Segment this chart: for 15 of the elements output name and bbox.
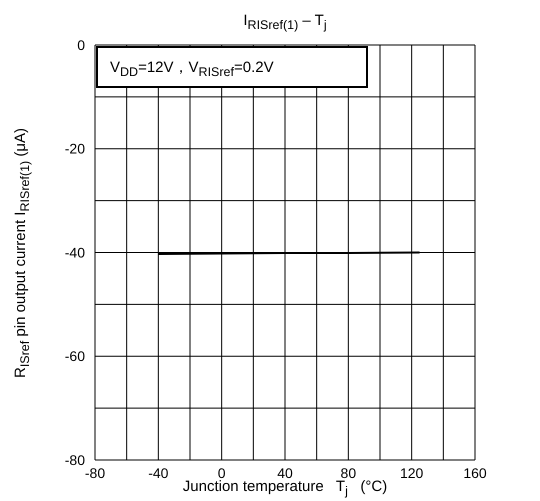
x-axis-title: Junction temperature T$_{j}$ (°C) xyxy=(182,478,388,498)
x-tick-label: 120 xyxy=(400,464,424,481)
y-tick-label: -40 xyxy=(64,244,86,260)
x-tick-label: 40 xyxy=(277,464,293,481)
x-tick-label: -80 xyxy=(84,464,106,481)
chart-title: I$_{RISref(1)}$ – T$_{j}$ xyxy=(242,12,328,32)
text-box: V$_{DD}$=12V，V$_{RISref}$=0.2V xyxy=(96,46,368,88)
x-tick-label: 160 xyxy=(463,464,487,481)
x-tick-label: 0 xyxy=(218,464,226,481)
y-tick-label: -20 xyxy=(64,140,86,157)
x-tick-label: -40 xyxy=(148,464,169,481)
x-tick-label: 80 xyxy=(340,464,356,481)
y-tick-label: -60 xyxy=(64,348,86,364)
y-tick-label: -80 xyxy=(64,452,86,468)
y-tick-label: 0 xyxy=(77,36,86,53)
